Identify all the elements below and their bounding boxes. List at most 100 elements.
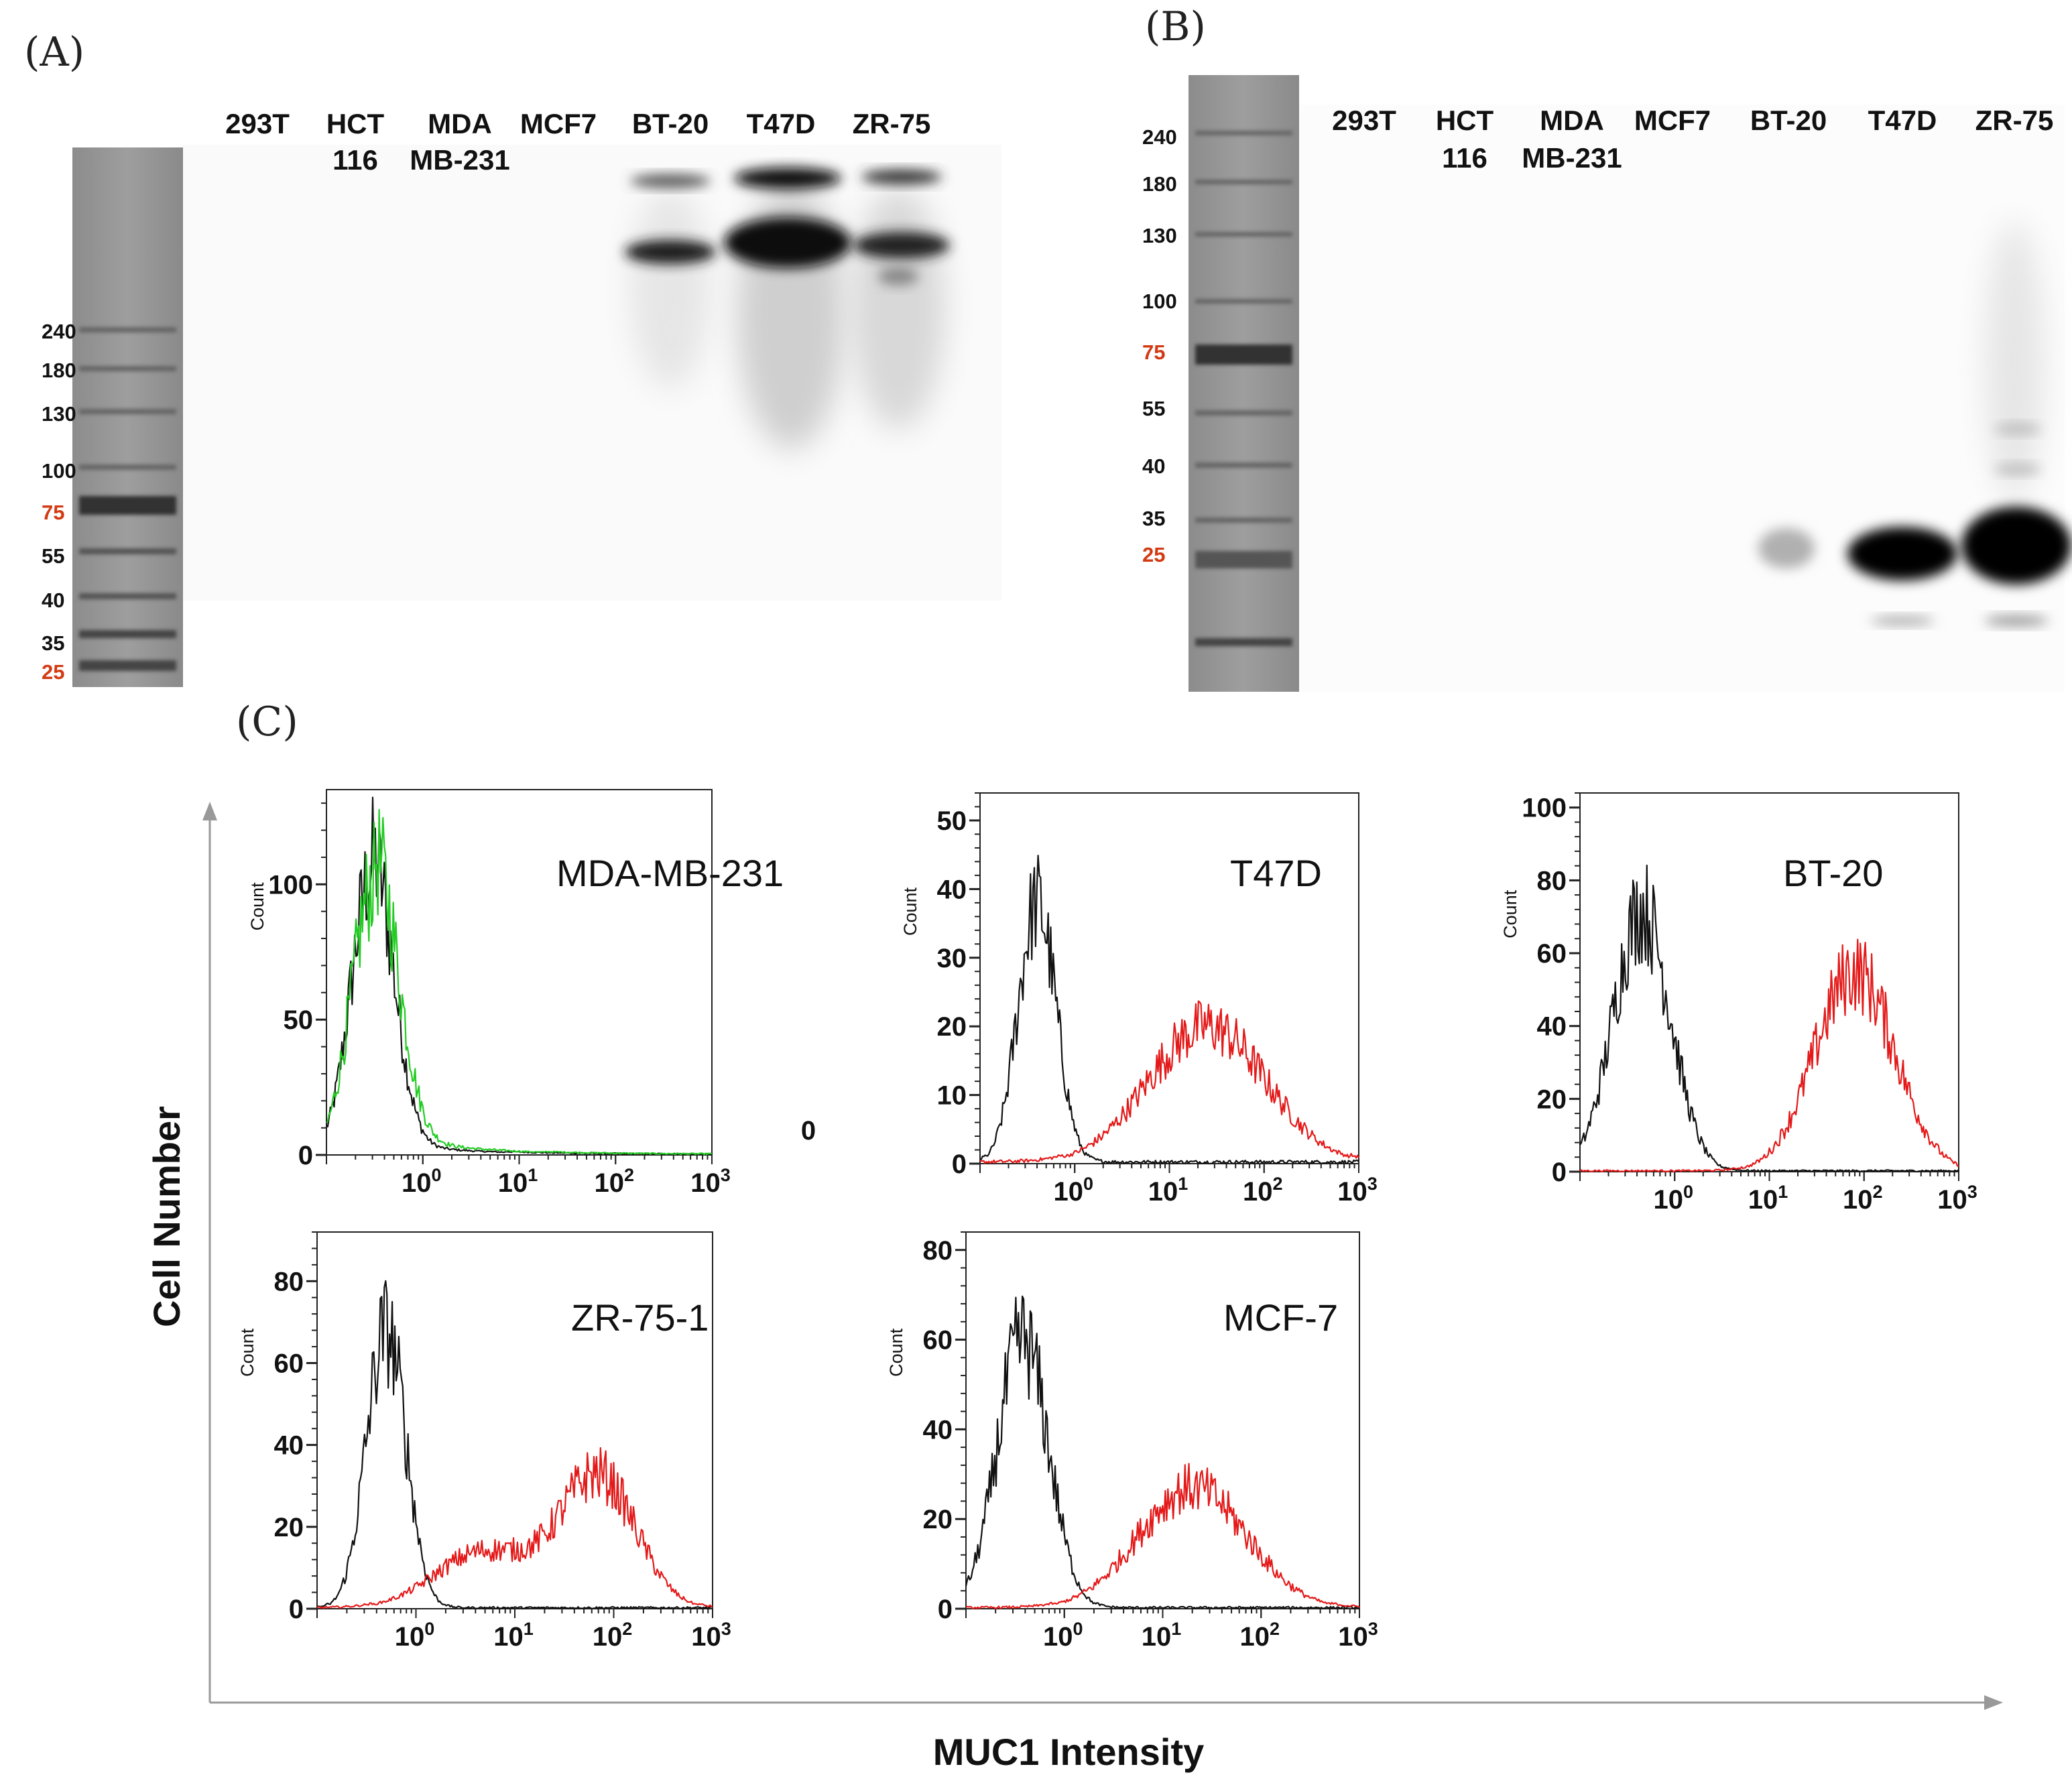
lane-label: T47D	[747, 108, 816, 139]
histogram-mcf-7: 0 20 40 60 80 100 101 102 103 MCF-7 Count	[886, 1231, 1378, 1652]
y-tick-label: 60	[1537, 939, 1567, 969]
blot-b-membrane	[1299, 105, 2065, 692]
blot-b-marker-labels: 240 180 130 100 75 55 40 35 25	[1142, 125, 1177, 566]
plot-frame	[979, 792, 1359, 1164]
y-tick-label: 80	[274, 1267, 304, 1296]
count-label: Count	[900, 887, 920, 936]
lane-label: BT-20	[632, 108, 709, 139]
histogram-mda-mb-231: 0 50 100 100 101 102 103 MDA-MB-231 Count	[247, 789, 784, 1198]
plot-title: T47D	[1230, 852, 1322, 894]
x-axis-arrowhead	[1984, 1695, 2003, 1710]
blot-b-lane-labels: 293T HCT 116 MDA MB-231 MCF7 BT-20 T47D ZR-75	[1332, 105, 2053, 174]
blot-a-marker-labels: 240 180 130 100 75 55 40 35 25	[42, 320, 76, 684]
x-tick-label: 102	[1843, 1182, 1883, 1215]
y-axis-arrowhead	[202, 802, 217, 820]
marker-label: 100	[1142, 290, 1177, 313]
x-tick-label: 103	[1937, 1182, 1977, 1215]
count-label: Count	[237, 1328, 257, 1377]
panel-c: (C) Cell Number MUC1 Intensity 0 0501001…	[145, 698, 2003, 1773]
marker-label: 180	[42, 359, 76, 382]
marker-label: 35	[1142, 507, 1165, 530]
y-tick-label: 40	[937, 875, 967, 904]
y-tick-label: 0	[1552, 1158, 1567, 1187]
lane-label: MCF7	[1634, 105, 1711, 136]
lane-label: 293T	[1332, 105, 1396, 136]
histogram-series-muc1	[965, 1463, 1360, 1609]
y-tick-label: 0	[952, 1150, 967, 1179]
lane-label-line2: MB-231	[1522, 142, 1622, 174]
blot-b-bands	[1758, 221, 2071, 626]
x-tick-label: 100	[1653, 1182, 1693, 1215]
marker-label: 130	[42, 402, 76, 426]
x-tick-label: 102	[593, 1619, 633, 1652]
y-tick-label: 20	[923, 1505, 953, 1534]
marker-label: 130	[1142, 224, 1177, 247]
lane-label-line2: 116	[332, 144, 378, 176]
marker-label: 100	[42, 459, 76, 483]
x-tick-label: 100	[402, 1165, 442, 1198]
y-tick-label: 50	[284, 1005, 314, 1035]
marker-label: 55	[42, 544, 64, 568]
lane-label: MCF7	[520, 108, 597, 139]
x-tick-label: 100	[1053, 1174, 1093, 1207]
lane-label: ZR-75	[853, 108, 931, 139]
blot-a-ladder-bands	[79, 327, 176, 671]
lane-label: HCT	[326, 108, 385, 139]
marker-label: 40	[1142, 454, 1165, 478]
y-tick-label: 40	[1537, 1012, 1567, 1042]
x-tick-label: 102	[594, 1165, 634, 1198]
y-tick-label: 100	[1522, 794, 1567, 823]
panel-a-label: (A)	[24, 29, 84, 76]
histogram-series-control	[1579, 864, 1959, 1173]
blot-a-bands	[625, 168, 950, 449]
histogram-series-control	[965, 1295, 1360, 1610]
x-tick-label: 103	[691, 1619, 731, 1652]
marker-label: 180	[1142, 172, 1177, 196]
x-tick-label: 101	[498, 1165, 538, 1198]
count-label: Count	[1500, 889, 1520, 938]
y-tick-label: 50	[937, 806, 967, 836]
y-tick-label: 60	[923, 1326, 953, 1355]
histogram-series-muc1	[979, 1000, 1359, 1164]
stray-zero-label: 0	[801, 1116, 816, 1146]
y-tick-label: 20	[937, 1012, 967, 1042]
marker-label: 55	[1142, 397, 1165, 420]
lane-label: T47D	[1868, 105, 1937, 136]
marker-label: 240	[1142, 125, 1177, 149]
lane-label: BT-20	[1750, 105, 1827, 136]
x-tick-label: 102	[1243, 1174, 1283, 1207]
y-tick-label: 0	[289, 1595, 304, 1624]
plot-title: BT-20	[1783, 852, 1883, 894]
plot-frame	[1579, 792, 1959, 1172]
y-tick-label: 60	[274, 1349, 304, 1378]
x-axis-title: MUC1 Intensity	[933, 1731, 1205, 1773]
x-tick-label: 101	[1148, 1174, 1189, 1207]
marker-label: 75	[42, 501, 64, 524]
marker-label: 240	[42, 320, 76, 343]
histogram-zr-75-1: 0 20 40 60 80 100 101 102 103 ZR-75-1 Count	[237, 1231, 731, 1652]
lane-label-line2: MB-231	[410, 144, 509, 176]
y-tick-label: 40	[923, 1415, 953, 1445]
blot-b-ladder	[1189, 75, 1299, 692]
plot-frame	[965, 1231, 1360, 1609]
x-tick-label: 103	[1337, 1174, 1378, 1207]
lane-label: MDA	[428, 108, 492, 139]
histogram-series-control	[979, 855, 1359, 1165]
panel-c-label: (C)	[236, 698, 298, 745]
count-label: Count	[886, 1328, 906, 1377]
histogram-series-muc1	[326, 808, 713, 1156]
y-tick-label: 30	[937, 944, 967, 973]
y-tick-label: 20	[1537, 1085, 1567, 1114]
marker-label: 35	[42, 631, 64, 655]
y-tick-label: 40	[274, 1431, 304, 1461]
x-tick-label: 101	[493, 1619, 534, 1652]
histogram-series-muc1	[316, 1447, 713, 1609]
marker-label: 75	[1142, 341, 1165, 364]
x-tick-label: 101	[1748, 1182, 1788, 1215]
x-tick-label: 103	[1338, 1619, 1378, 1652]
histogram-series-control	[316, 1280, 713, 1610]
